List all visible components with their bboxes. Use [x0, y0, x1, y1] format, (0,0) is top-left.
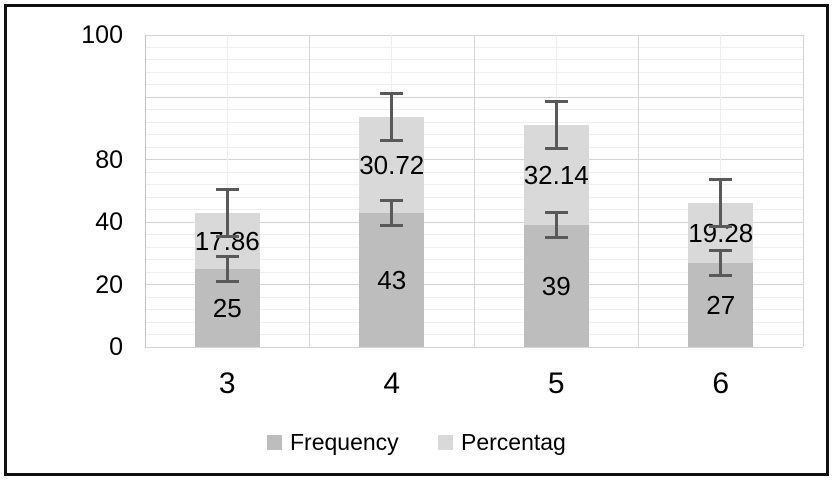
error-bar-cap-bottom: [709, 224, 733, 228]
error-bar-frequency: [709, 248, 733, 277]
y-tick-label: 0: [109, 333, 123, 361]
error-bar-line: [554, 211, 558, 240]
chart-figure-frame: 25 17.86 43 30.72 39 32.14 27 19.28 100 80 40 20 0 …: [4, 4, 829, 476]
gridline-vertical-major: [802, 35, 804, 347]
error-bar-frequency: [380, 198, 404, 227]
data-label-frequency: 27: [706, 289, 736, 320]
legend-item-frequency: Frequency: [267, 428, 399, 456]
legend-label-percentag: Percentag: [461, 429, 566, 455]
gridline-vertical-major: [473, 35, 475, 347]
plot-area: 25 17.86 43 30.72 39 32.14 27 19.28: [145, 34, 804, 348]
error-bar-cap-bottom: [544, 236, 568, 240]
gridline-horizontal-major: [145, 346, 803, 348]
error-bar-line: [719, 177, 723, 228]
error-bar-cap-top: [544, 211, 568, 215]
error-bar-cap-bottom: [544, 146, 568, 150]
error-bar-cap-bottom: [709, 273, 733, 277]
error-bar-cap-top: [215, 254, 239, 258]
error-bar-line: [554, 100, 558, 150]
error-bar-total: [380, 92, 404, 142]
gridline-vertical-major: [638, 35, 639, 347]
data-label-percentage: 30.72: [359, 149, 425, 180]
error-bar-cap-top: [544, 100, 568, 104]
error-bar-cap-bottom: [380, 138, 404, 142]
error-bar-total: [215, 188, 239, 239]
x-tick-label: 4: [383, 367, 401, 400]
y-axis-labels: 100 80 40 20 0: [7, 21, 123, 361]
x-axis-labels: 3 4 5 6: [145, 365, 803, 405]
y-tick-label: 100: [81, 21, 123, 49]
error-bar-total: [709, 177, 733, 228]
error-bar-cap-top: [709, 248, 733, 252]
y-tick-label: 20: [95, 270, 123, 299]
data-label-frequency: 43: [377, 264, 407, 295]
error-bar-total: [544, 100, 568, 150]
error-bar-cap-bottom: [215, 235, 239, 239]
x-tick-label: 3: [218, 367, 236, 400]
error-bar-frequency: [215, 254, 239, 284]
x-tick-label: 5: [547, 367, 565, 400]
legend-label-frequency: Frequency: [290, 429, 399, 455]
error-bar-cap-top: [380, 198, 404, 202]
y-axis-line: [145, 35, 146, 347]
x-tick-label: 6: [712, 367, 730, 400]
data-label-frequency: 39: [541, 271, 571, 302]
percentag-legend-swatch: [438, 434, 453, 450]
error-bar-cap-bottom: [215, 280, 239, 284]
error-bar-line: [390, 92, 394, 142]
bar-segment-frequency: [359, 212, 425, 347]
gridline-vertical-major: [309, 35, 310, 347]
legend-item-percentag: Percentag: [438, 428, 566, 456]
error-bar-cap-top: [215, 188, 239, 192]
data-label-frequency: 25: [212, 293, 242, 323]
error-bar-cap-bottom: [380, 223, 404, 227]
data-label-percentage: 32.14: [523, 160, 589, 191]
error-bar-cap-top: [709, 177, 733, 181]
error-bar-frequency: [544, 211, 568, 240]
y-tick-label: 80: [95, 145, 123, 174]
frequency-legend-swatch: [267, 434, 282, 450]
y-tick-label: 40: [95, 208, 123, 237]
error-bar-line: [390, 198, 394, 227]
legend: Frequency Percentag: [7, 428, 826, 460]
error-bar-cap-top: [380, 92, 404, 96]
bar-segment-frequency: [523, 225, 589, 347]
error-bar-line: [225, 254, 229, 284]
error-bar-line: [225, 188, 229, 239]
error-bar-line: [719, 248, 723, 277]
